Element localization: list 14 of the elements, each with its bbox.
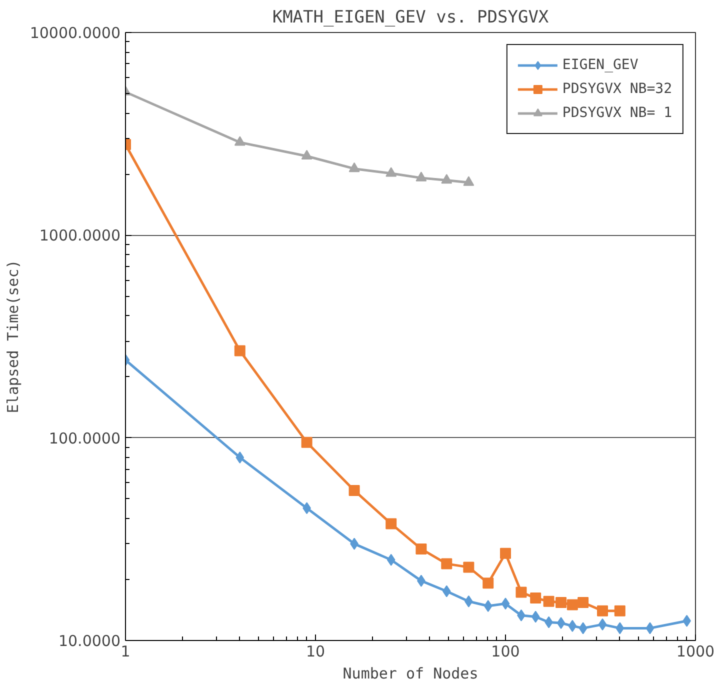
legend-label: PDSYGVX NB=32 — [562, 81, 672, 97]
y-tick-label: 10.0000 — [58, 632, 120, 650]
x-axis-title: Number of Nodes — [342, 664, 478, 682]
y-tick-label: 100.0000 — [48, 429, 121, 448]
legend-label: PDSYGVX NB= 1 — [562, 105, 672, 121]
x-tick-label: 100 — [491, 642, 520, 660]
y-tick-label: 1000.0000 — [39, 226, 121, 245]
x-tick-label: 10 — [306, 642, 326, 660]
x-tick-label: 1 — [120, 642, 130, 660]
y-axis-title: Elapsed Time(sec) — [4, 260, 22, 414]
x-tick-label: 1000 — [676, 642, 715, 660]
legend-label: EIGEN_GEV — [562, 57, 638, 73]
chart-title: KMATH_EIGEN_GEV vs. PDSYGVX — [272, 8, 550, 28]
y-tick-label: 10000.0000 — [30, 24, 121, 42]
